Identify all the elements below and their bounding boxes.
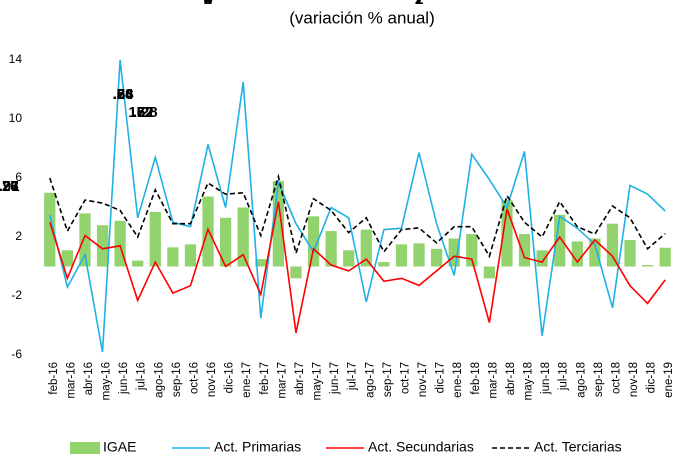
x-tick-label: ene-19 (663, 362, 675, 398)
x-tick-label: sep-17 (382, 362, 394, 397)
bar (413, 243, 425, 267)
bar (61, 250, 74, 267)
x-tick-label: oct-16 (188, 362, 200, 394)
x-tick-label: jul-16 (136, 362, 148, 391)
legend-label: Act. Terciarias (534, 439, 622, 455)
x-tick-label: dic-17 (435, 362, 447, 393)
x-tick-label: nov-17 (417, 362, 429, 397)
bar (255, 259, 267, 267)
bar (237, 207, 249, 267)
bar (44, 192, 56, 267)
x-tick-label: mar-17 (276, 362, 288, 398)
x-tick-label: ene-17 (241, 362, 253, 398)
bar (466, 234, 478, 267)
bar (641, 265, 654, 267)
bar (290, 266, 302, 279)
x-tick-label: mar-16 (65, 362, 77, 398)
legend-label: Act. Secundarias (368, 439, 474, 455)
bar (554, 214, 566, 267)
bar (360, 229, 372, 267)
x-tick-label: may-16 (101, 362, 113, 400)
bar (501, 200, 513, 267)
x-tick-label: feb-17 (259, 362, 271, 395)
bar (167, 247, 179, 267)
x-tick-label: sep-16 (171, 362, 183, 397)
bar (448, 238, 460, 267)
x-tick-label: may-18 (523, 362, 535, 400)
x-tick-label: oct-17 (399, 362, 411, 394)
x-tick-label: nov-16 (206, 362, 218, 397)
bar (378, 262, 390, 267)
bar (624, 239, 636, 267)
bar (79, 213, 91, 267)
line-series (49, 201, 666, 334)
bar (307, 216, 320, 267)
bar (536, 250, 548, 267)
x-tick-label: oct-18 (610, 362, 622, 394)
bar (325, 231, 337, 267)
bar (518, 234, 531, 267)
line-series (49, 173, 666, 259)
y-tick-label: 14 (9, 52, 23, 66)
data-label: 5.66 (113, 0, 213, 103)
y-tick-label: 2 (15, 229, 22, 243)
y-tick-label: 10 (9, 111, 23, 125)
bar (571, 241, 583, 267)
x-tick-label: dic-18 (646, 362, 658, 393)
y-tick-label: -2 (11, 288, 22, 302)
bar (589, 238, 601, 267)
x-tick-label: feb-16 (48, 362, 60, 395)
x-tick-label: jun-17 (329, 362, 341, 395)
bar (184, 244, 197, 267)
data-label: 1.27 (0, 0, 19, 195)
y-tick-label: 6 (15, 170, 22, 184)
line-series (49, 59, 666, 353)
bar (659, 247, 671, 267)
bar (132, 260, 144, 267)
data-label: 3.76 (0, 0, 19, 195)
legend-swatch (70, 442, 100, 454)
legend-label: IGAE (103, 439, 136, 455)
x-tick-label: ago-16 (153, 362, 165, 398)
x-tick-label: ago-17 (364, 362, 376, 398)
x-tick-label: abr-18 (505, 362, 517, 395)
bar (395, 244, 408, 267)
bar (272, 180, 285, 267)
y-tick-label: -6 (11, 347, 22, 361)
data-label: -0.91 (0, 0, 20, 195)
bar (219, 217, 232, 267)
bar (149, 211, 161, 267)
x-tick-label: abr-16 (83, 362, 95, 395)
x-tick-label: jul-17 (347, 362, 359, 391)
x-tick-label: ago-18 (575, 362, 587, 398)
data-label: 2.23 (0, 0, 19, 195)
x-tick-label: jun-18 (540, 362, 552, 395)
bar (483, 266, 496, 279)
x-tick-label: dic-16 (224, 362, 236, 393)
bar (430, 248, 443, 267)
x-tick-label: sep-18 (593, 362, 605, 397)
x-tick-label: jun-16 (118, 362, 130, 395)
x-tick-label: may-17 (312, 362, 324, 400)
x-tick-label: nov-18 (628, 362, 640, 397)
legend-label: Act. Primarias (214, 439, 301, 455)
x-tick-label: mar-18 (487, 362, 499, 398)
x-tick-label: feb-18 (470, 362, 482, 395)
bar (606, 223, 619, 267)
bar (343, 250, 355, 267)
chart-title: (variación % anual) (289, 8, 435, 27)
x-tick-label: abr-17 (294, 362, 306, 395)
x-tick-label: ene-18 (452, 362, 464, 398)
bar (114, 220, 126, 267)
bar (96, 225, 109, 267)
x-tick-label: jul-18 (558, 362, 570, 391)
